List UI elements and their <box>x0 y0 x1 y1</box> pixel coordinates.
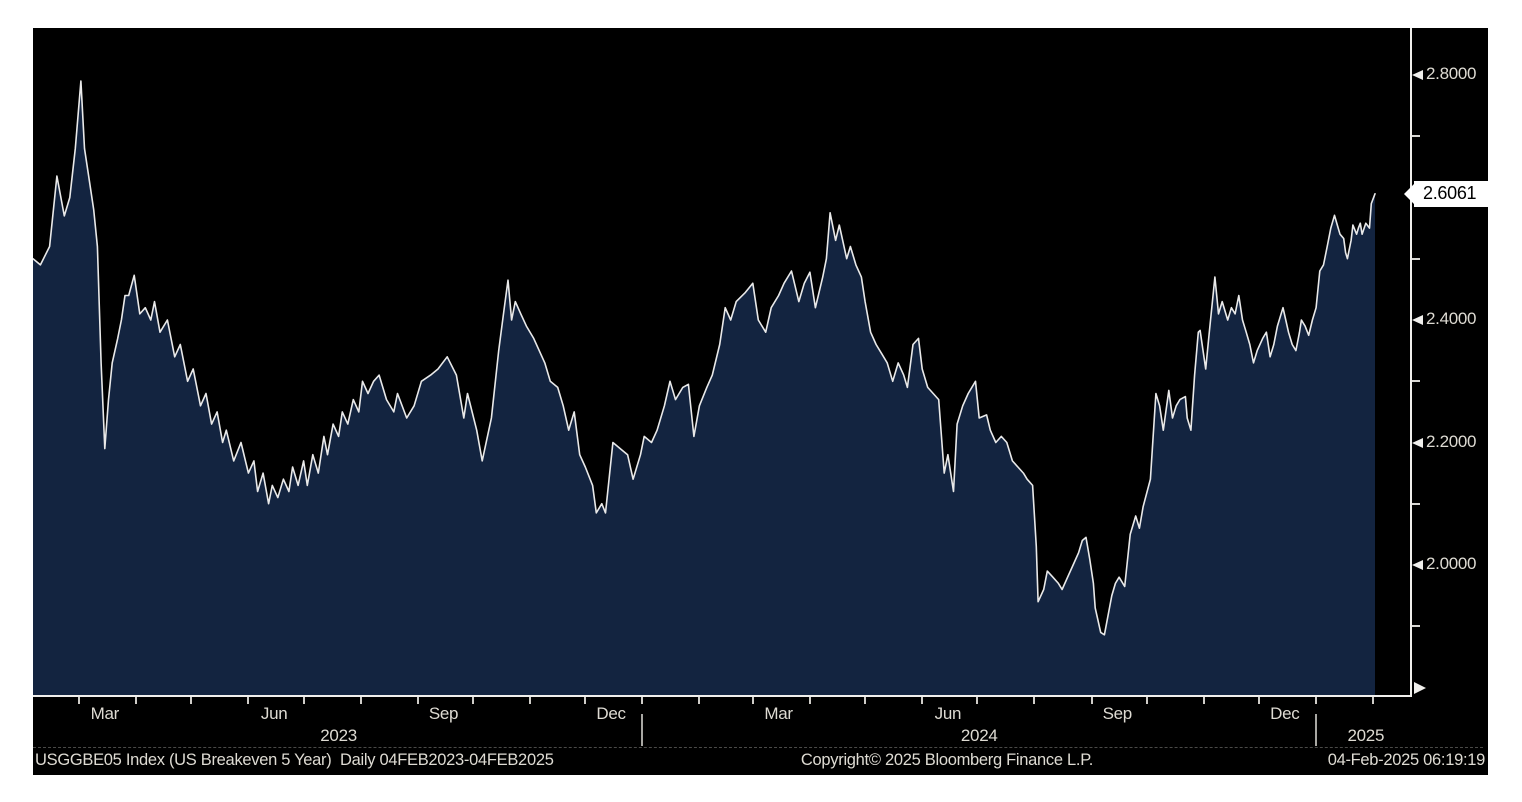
axis-corner-arrow-icon <box>1414 682 1426 694</box>
x-month-label: Jun <box>934 704 962 723</box>
x-month-tick <box>1372 697 1375 704</box>
y-minor-tick <box>1412 135 1420 138</box>
x-month-label: Dec <box>596 704 626 723</box>
security-description: USGGBE05 Index (US Breakeven 5 Year) Dai… <box>35 751 554 769</box>
year-separator <box>1315 714 1318 746</box>
x-month-tick <box>529 697 532 704</box>
x-month-label: Dec <box>1270 704 1300 723</box>
y-tick-arrow-icon <box>1412 560 1423 570</box>
x-month-tick <box>1033 697 1036 704</box>
x-month-tick <box>190 697 193 704</box>
x-month-label: Mar <box>90 704 120 723</box>
copyright-notice: Copyright© 2025 Bloomberg Finance L.P. <box>800 751 1094 769</box>
timestamp: 04-Feb-2025 06:19:19 <box>1327 751 1486 769</box>
x-month-tick <box>247 697 250 704</box>
price-area-chart[interactable] <box>33 28 1412 695</box>
x-month-tick <box>808 697 811 704</box>
footer-separator <box>33 747 1483 748</box>
y-minor-tick <box>1412 257 1420 260</box>
x-month-tick <box>976 697 979 704</box>
price-tag-arrow-icon <box>1404 183 1414 204</box>
y-axis-line <box>1410 28 1412 697</box>
x-month-tick <box>921 697 924 704</box>
x-month-tick <box>302 697 305 704</box>
x-axis-line <box>33 695 1412 697</box>
chart-canvas: 2.8000 2.4000 2.2000 2.0000 Mar Jun Sep Dec Mar… <box>33 28 1488 775</box>
area-fill <box>33 81 1375 695</box>
x-month-tick <box>1258 697 1261 704</box>
x-month-tick <box>78 697 81 704</box>
y-tick-arrow-icon <box>1412 315 1423 325</box>
y-tick-label: 2.0000 <box>1426 554 1477 573</box>
y-tick-label: 2.2000 <box>1426 431 1477 451</box>
x-month-tick <box>471 697 474 704</box>
y-minor-tick <box>1412 502 1420 505</box>
x-month-tick <box>1315 697 1318 704</box>
x-month-tick <box>751 697 754 704</box>
y-tick-label: 2.8000 <box>1426 64 1477 83</box>
y-tick-label: 2.4000 <box>1426 309 1477 328</box>
x-year-label: 2023 <box>320 726 357 745</box>
y-minor-tick <box>1412 380 1420 383</box>
x-month-tick <box>135 697 138 704</box>
y-tick-arrow-icon <box>1412 70 1423 80</box>
x-month-tick <box>1090 697 1093 704</box>
x-year-label: 2025 <box>1347 726 1385 745</box>
y-tick-arrow-icon <box>1412 437 1423 448</box>
year-separator <box>641 714 644 746</box>
x-month-label: Sep <box>428 704 459 723</box>
x-month-tick <box>641 697 644 704</box>
x-month-tick <box>698 697 701 704</box>
x-year-label: 2024 <box>960 726 998 745</box>
x-month-tick <box>416 697 419 704</box>
x-month-label: Jun <box>260 704 288 723</box>
x-month-label: Mar <box>764 704 793 723</box>
x-month-tick <box>1202 697 1205 704</box>
last-price-value: 2.6061 <box>1423 183 1477 204</box>
x-month-tick <box>864 697 867 704</box>
x-month-tick <box>584 697 587 704</box>
last-price-tag: 2.6061 <box>1404 180 1488 207</box>
x-month-label: Sep <box>1102 704 1133 723</box>
x-month-tick <box>359 697 362 704</box>
y-minor-tick <box>1412 625 1420 628</box>
price-line <box>33 80 1376 636</box>
x-month-tick <box>1145 697 1148 704</box>
